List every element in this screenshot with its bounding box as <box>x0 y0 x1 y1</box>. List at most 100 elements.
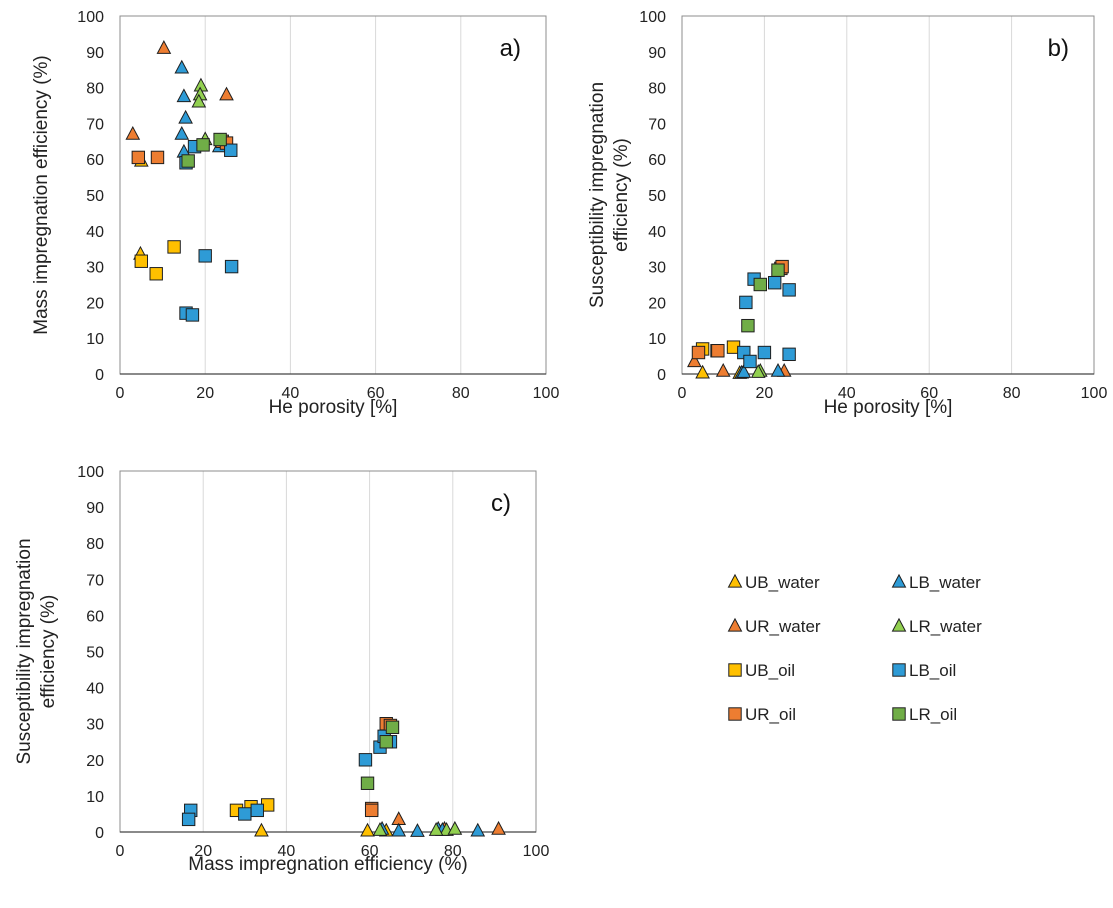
point-lb-oil-2 <box>224 143 238 157</box>
y-tick-label-60: 60 <box>648 152 666 169</box>
legend-item-lb-oil: LB_oil <box>892 661 956 680</box>
y-tick-label-0: 0 <box>95 367 104 384</box>
point-ur-water-0 <box>391 811 407 825</box>
y-tick-label-0: 0 <box>95 825 104 842</box>
panel-c: 0 20 40 60 80 100 0 10 20 30 40 50 60 70 80 90 100 Mass i… <box>14 464 549 875</box>
plot-frame <box>119 470 537 833</box>
y-tick-label-40: 40 <box>648 224 666 241</box>
y-axis-label: Susceptibility impregnation efficiency (%… <box>14 538 59 764</box>
point-lb-water-2 <box>770 362 786 377</box>
x-axis-label: He porosity [%] <box>269 397 398 418</box>
series-lr-oil <box>360 720 400 790</box>
series-ub-water <box>133 152 149 260</box>
point-ub-oil-2 <box>167 240 181 254</box>
x-tick-label-0: 0 <box>678 385 687 402</box>
x-axis-label: Mass impregnation efficiency (%) <box>188 854 467 875</box>
legend-label: UB_water <box>745 573 820 592</box>
series-lr-water <box>372 820 463 836</box>
point-lb-oil-3 <box>250 803 264 818</box>
y-tick-label-40: 40 <box>86 681 104 698</box>
point-lb-water-2 <box>410 823 425 837</box>
series-ub-water <box>254 822 394 837</box>
point-lr-oil-0 <box>360 776 375 790</box>
point-lr-water-3 <box>428 821 444 836</box>
y-tick-label-10: 10 <box>86 331 104 348</box>
x-tick-label-100: 100 <box>533 385 560 402</box>
x-tick-label-80: 80 <box>452 385 470 402</box>
legend-label: LR_water <box>909 617 982 636</box>
y-tick-label-10: 10 <box>86 789 104 806</box>
y-tick-label-90: 90 <box>86 45 104 62</box>
legend-label: UR_water <box>745 617 821 636</box>
point-lb-water-2 <box>178 109 193 124</box>
y-tick-label-50: 50 <box>86 645 104 662</box>
point-lb-water-3 <box>174 125 190 140</box>
y-tick-label-10: 10 <box>648 331 666 348</box>
y-tick-label-70: 70 <box>86 116 104 133</box>
panel-label: b) <box>1048 35 1069 62</box>
series-ur-water <box>125 40 234 140</box>
y-tick-label-20: 20 <box>648 295 666 312</box>
legend-marker-ur-oil <box>728 707 742 721</box>
x-tick-label-40: 40 <box>278 843 296 860</box>
point-lr-oil-2 <box>213 132 227 147</box>
legend-marker-ub-water <box>727 573 743 588</box>
point-lb-water-1 <box>176 88 192 103</box>
point-ur-water-2 <box>219 86 234 101</box>
y-tick-label-100: 100 <box>77 9 104 26</box>
point-ub-water-1 <box>360 822 375 837</box>
x-tick-label-60: 60 <box>361 843 379 860</box>
x-tick-label-60: 60 <box>920 385 938 402</box>
x-tick-label-80: 80 <box>444 843 462 860</box>
y-axis-label: Mass impregnation efficiency (%) <box>31 55 52 334</box>
legend-marker-ub-oil <box>728 663 742 677</box>
x-tick-label-40: 40 <box>838 385 856 402</box>
point-ub-water-0 <box>254 822 269 837</box>
x-tick-label-0: 0 <box>116 843 125 860</box>
legend-marker-lr-water <box>891 617 907 632</box>
legend-marker-lb-water <box>891 573 907 588</box>
y-tick-label-60: 60 <box>86 608 104 625</box>
point-lr-oil-0 <box>741 318 755 333</box>
legend-item-lr-oil: LR_oil <box>892 705 957 724</box>
point-lb-oil-7 <box>782 283 796 297</box>
legend-item-ub-water: UB_water <box>727 573 820 592</box>
legend-item-lr-water: LR_water <box>891 617 982 636</box>
legend-label: LR_oil <box>909 705 957 724</box>
y-tick-label-60: 60 <box>86 152 104 169</box>
point-lr-oil-2 <box>385 720 400 735</box>
point-lb-oil-3 <box>198 249 212 263</box>
point-ur-water-1 <box>491 820 506 835</box>
point-lr-oil-1 <box>753 277 767 292</box>
legend-label: LB_oil <box>909 661 956 680</box>
point-lr-oil-2 <box>771 263 785 277</box>
point-ur-water-1 <box>715 362 731 377</box>
point-lb-oil-4 <box>224 259 239 274</box>
series-lb-water <box>734 362 786 379</box>
legend-label: LB_water <box>909 573 981 592</box>
point-ub-oil-1 <box>149 267 163 281</box>
y-tick-label-70: 70 <box>86 572 104 589</box>
legend-label: UR_oil <box>745 705 796 724</box>
point-ur-water-0 <box>125 125 141 140</box>
point-lr-water-2 <box>447 820 463 835</box>
x-tick-label-20: 20 <box>196 385 214 402</box>
y-tick-label-80: 80 <box>86 81 104 98</box>
point-lb-water-0 <box>174 59 190 74</box>
x-tick-label-20: 20 <box>194 843 212 860</box>
point-ub-water-0 <box>695 364 710 379</box>
series-lr-water <box>750 362 768 378</box>
point-lr-oil-1 <box>379 735 393 749</box>
x-tick-label-60: 60 <box>367 385 385 402</box>
series-lr-oil <box>741 263 785 333</box>
y-axis-label: Susceptibility impregnation efficiency (%… <box>587 82 632 308</box>
y-tick-label-80: 80 <box>86 536 104 553</box>
series-lr-oil <box>181 132 227 168</box>
x-tick-label-80: 80 <box>1003 385 1021 402</box>
point-lb-oil-3 <box>782 347 796 362</box>
y-tick-label-80: 80 <box>648 81 666 98</box>
y-tick-label-40: 40 <box>86 224 104 241</box>
y-tick-label-50: 50 <box>648 188 666 205</box>
point-lb-oil-2 <box>757 345 772 360</box>
